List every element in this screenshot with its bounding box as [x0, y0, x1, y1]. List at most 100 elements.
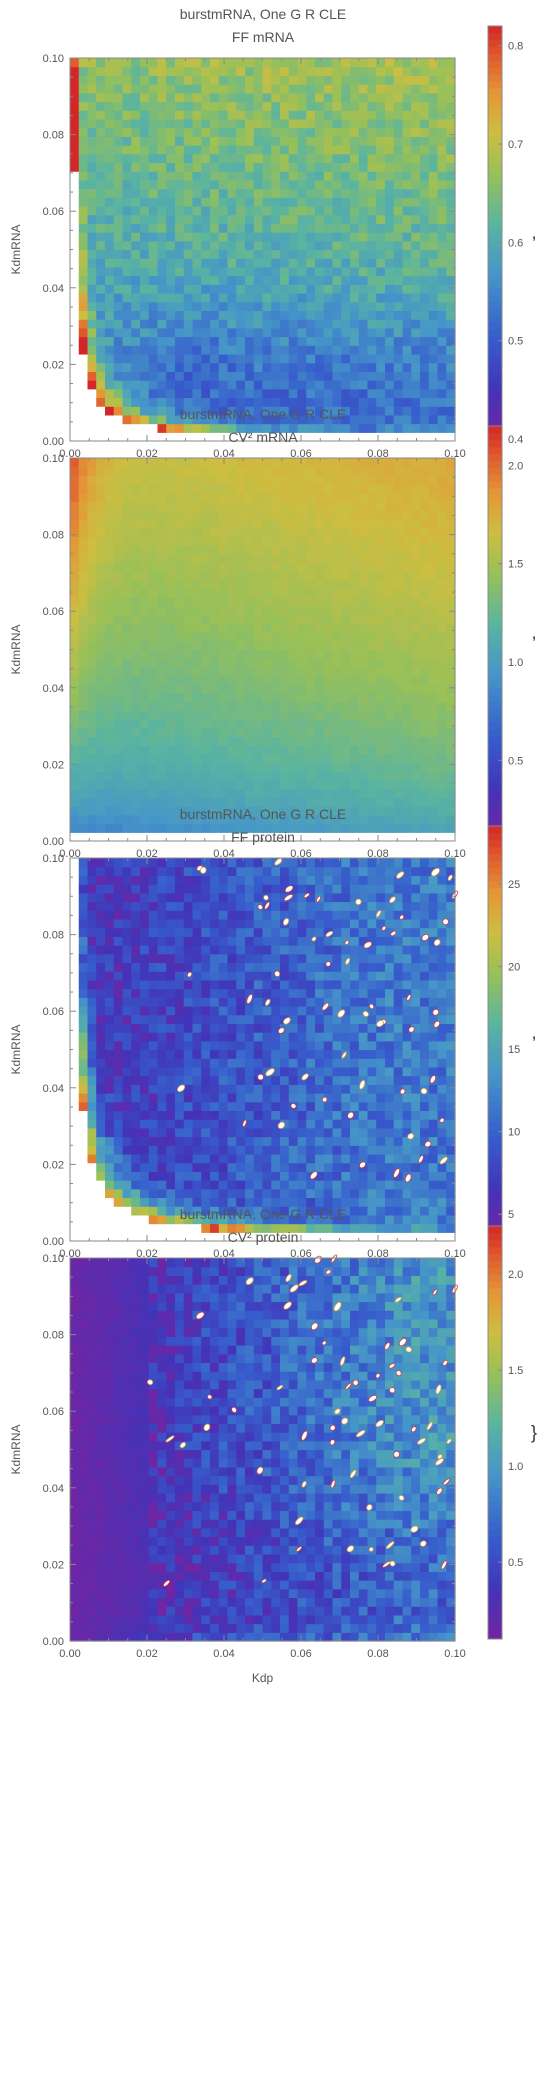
heatmap-cell [323, 658, 334, 668]
heatmap-cell [315, 1005, 325, 1016]
heatmap-cell [122, 1162, 132, 1172]
heatmap-cell [253, 301, 264, 312]
heatmap-cell [297, 353, 307, 364]
heatmap-cell [402, 666, 412, 677]
heatmap-cell [78, 527, 89, 537]
heatmap-cell [166, 58, 176, 68]
heatmap-cell [192, 1049, 202, 1059]
heatmap-cell [358, 614, 369, 624]
heatmap-cell [78, 118, 89, 129]
heatmap-cell [253, 1119, 264, 1129]
heatmap-cell [140, 814, 150, 825]
heatmap-cell [183, 701, 194, 712]
heatmap-cell [332, 205, 342, 216]
heatmap-cell [236, 684, 246, 694]
heatmap-cell [341, 232, 351, 242]
heatmap-cell [166, 927, 176, 937]
heatmap-cell [166, 1206, 176, 1216]
heatmap-cell [122, 1145, 132, 1155]
heatmap-cell [105, 753, 115, 764]
heatmap-cell [393, 197, 404, 207]
heatmap-cell [78, 1014, 89, 1024]
heatmap-cell [87, 605, 97, 616]
heatmap-cell [341, 484, 351, 494]
heatmap-cell [402, 753, 412, 764]
heatmap-cell [113, 884, 124, 894]
heatmap-cell [236, 1214, 246, 1225]
heatmap-cell [140, 997, 150, 1007]
heatmap-cell [280, 362, 290, 372]
heatmap-cell [166, 423, 176, 433]
heatmap-cell [210, 719, 220, 729]
heatmap-cell [131, 823, 141, 833]
heatmap-cell [192, 362, 202, 372]
heatmap-cell [166, 1188, 176, 1199]
heatmap-cell [420, 127, 430, 137]
heatmap-cell [253, 319, 264, 329]
heatmap-cell [201, 945, 211, 955]
heatmap-cell [411, 205, 421, 216]
heatmap-cell [288, 875, 299, 885]
heatmap-cell [385, 484, 395, 494]
heatmap-cell [367, 92, 377, 103]
heatmap-cell [210, 1127, 220, 1138]
heatmap-cell [122, 1093, 132, 1103]
heatmap-cell [376, 101, 386, 111]
heatmap-cell [420, 406, 430, 416]
heatmap-cell [201, 1153, 211, 1164]
heatmap-cell [271, 1119, 281, 1129]
heatmap-cell [183, 406, 194, 416]
heatmap-cell [70, 84, 80, 94]
heatmap-cell [385, 597, 395, 607]
heatmap-cell [306, 1110, 316, 1120]
heatmap-cell [420, 693, 430, 703]
heatmap-cell [236, 475, 246, 485]
heatmap-cell [332, 1136, 342, 1146]
heatmap-cell [166, 536, 176, 546]
heatmap-cell [253, 397, 264, 407]
heatmap-cell [420, 771, 430, 781]
heatmap-cell [385, 545, 395, 555]
heatmap-cell [341, 406, 351, 416]
heatmap-cell [437, 249, 447, 259]
heatmap-cell [358, 232, 369, 242]
heatmap-cell [183, 214, 194, 224]
heatmap-cell [218, 892, 229, 903]
heatmap-cell [271, 249, 281, 259]
heatmap-cell [385, 414, 395, 425]
heatmap-cell [437, 710, 447, 720]
heatmap-cell [315, 753, 325, 764]
heatmap-cell [183, 197, 194, 207]
heatmap-cell [297, 458, 307, 468]
heatmap-cell [428, 127, 439, 137]
heatmap-cell [306, 1145, 316, 1155]
heatmap-cell [358, 640, 369, 651]
heatmap-cell [341, 545, 351, 555]
heatmap-cell [350, 197, 360, 207]
heatmap-cell [78, 466, 89, 476]
heatmap-cell [113, 205, 124, 216]
heatmap-cell [113, 614, 124, 624]
heatmap-cell [323, 693, 334, 703]
heatmap-cell [341, 240, 351, 251]
heatmap-cell [227, 249, 237, 259]
heatmap-cell [210, 293, 220, 303]
heatmap-cell [105, 1014, 115, 1024]
heatmap-cell [280, 623, 290, 633]
heatmap-cell [166, 1014, 176, 1024]
heatmap-cell [131, 275, 141, 285]
heatmap-cell [297, 997, 307, 1007]
heatmap-cell [201, 605, 211, 616]
heatmap-cell [96, 614, 106, 624]
heatmap-cell [201, 1171, 211, 1181]
heatmap-cell [148, 1040, 159, 1051]
heatmap-cell [192, 736, 202, 746]
heatmap-cell [385, 727, 395, 738]
heatmap-cell [358, 658, 369, 668]
heatmap-cell [271, 719, 281, 729]
heatmap-cell [306, 892, 316, 903]
heatmap-cell [350, 232, 360, 242]
heatmap-cell [96, 66, 106, 76]
heatmap-cell [113, 484, 124, 494]
